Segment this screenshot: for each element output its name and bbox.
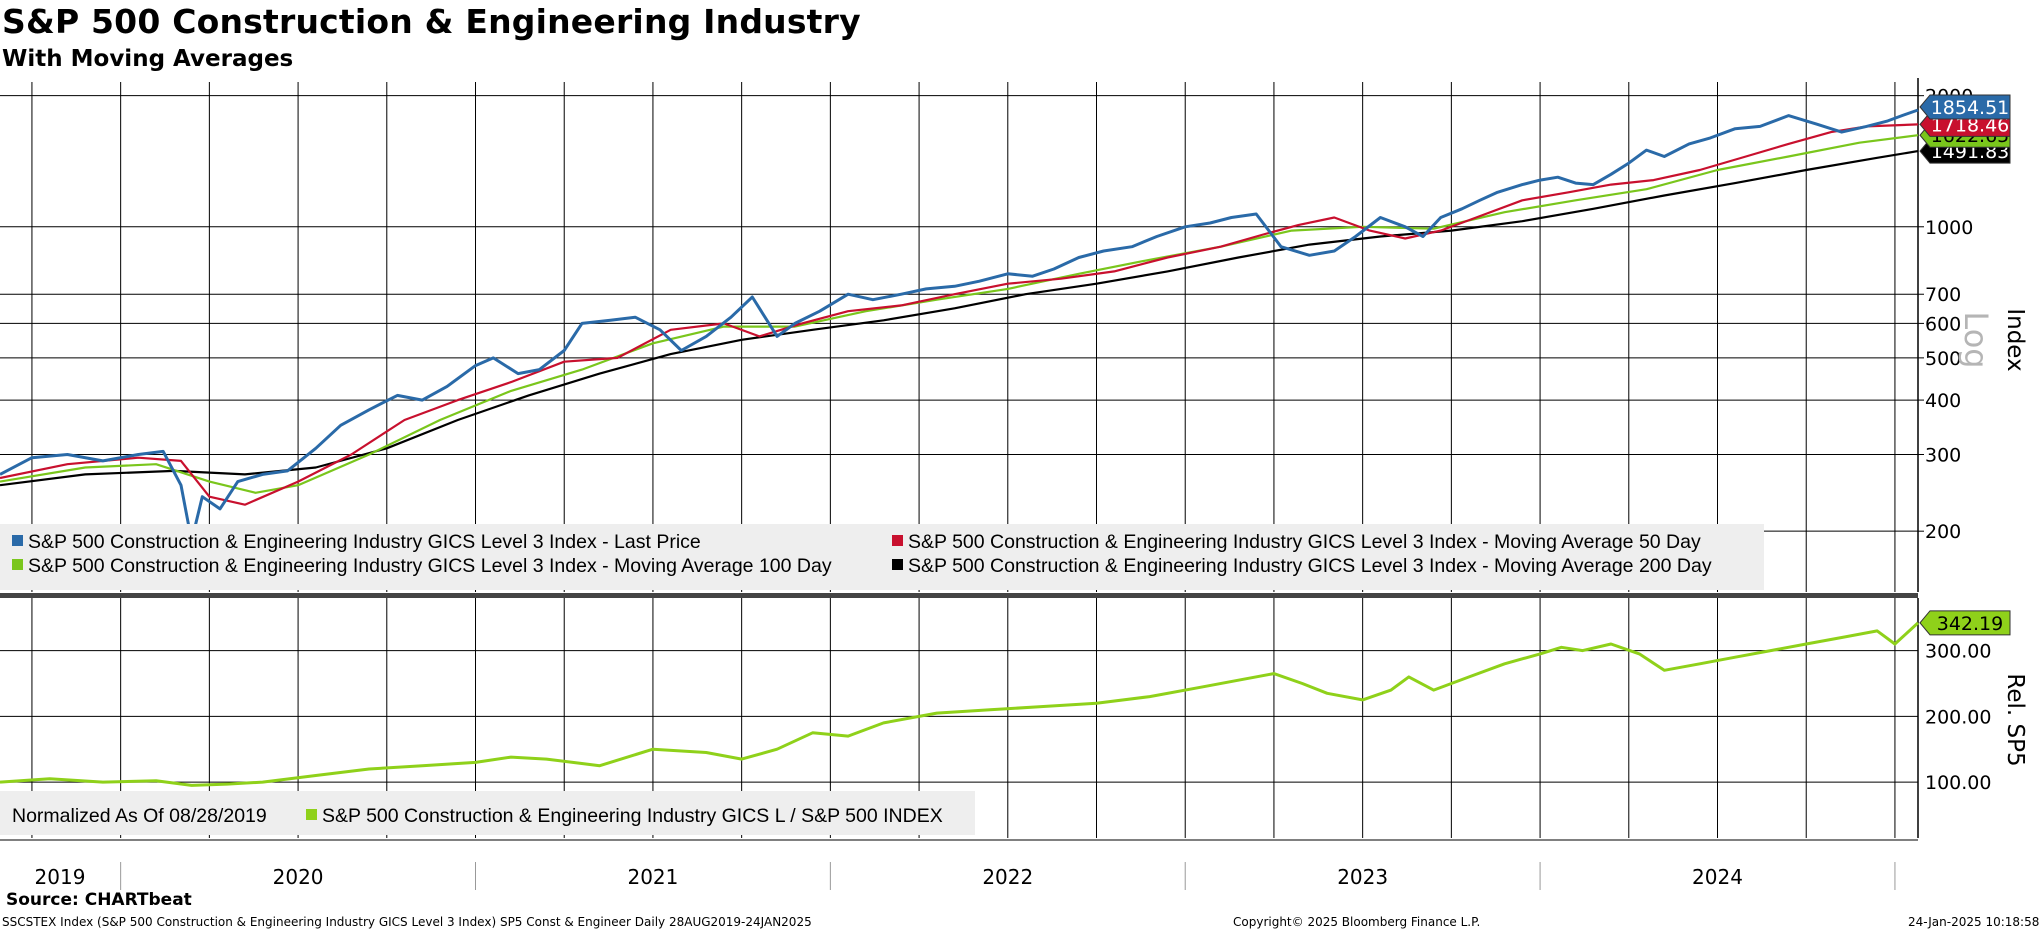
last-tag-relative: 342.19 [1919,610,2011,636]
x-tick-label: 2021 [627,865,678,889]
y-tick-label-lower: 100.00 [1925,772,1991,794]
x-tick-label: 2020 [273,865,324,889]
source-note: Source: CHARTbeat [6,890,192,910]
footer-timestamp: 24-Jan-2025 10:18:58 [1908,915,2040,929]
x-tick-label: 2024 [1692,865,1743,889]
y-tick-label-upper: 500 [1925,348,1961,370]
y-tick-label-upper: 600 [1925,313,1961,335]
legend-upper-bg [0,524,1764,590]
series-ma100 [0,134,1919,494]
footer-copyright: Copyright© 2025 Bloomberg Finance L.P. [1233,915,1481,929]
y-axis-title-lower: Rel. SP5 [2002,673,2028,766]
legend-lower-bg [0,791,975,835]
footer-index-info: SSCSTEX Index (S&P 500 Construction & En… [2,915,812,929]
series-ma200 [0,150,1919,487]
last-tag-last-price-box [1919,94,2011,120]
y-tick-label-upper: 400 [1925,390,1961,412]
legend-label: S&P 500 Construction & Engineering Indus… [908,531,1701,553]
legend-label: S&P 500 Construction & Engineering Indus… [908,555,1712,577]
y-tick-label-lower: 200.00 [1925,706,1991,728]
y-axis-title-upper: Index [2002,308,2028,371]
legend-label: S&P 500 Construction & Engineering Indus… [28,531,701,553]
scale-label-log: Log [1957,311,1995,368]
x-tick-label: 2023 [1337,865,1388,889]
panel-divider [0,593,1918,598]
chart-subtitle: With Moving Averages [2,46,294,72]
x-tick-label: 2019 [35,865,86,889]
y-tick-label-upper: 300 [1925,444,1961,466]
y-tick-label-upper: 1000 [1925,217,1973,239]
y-tick-label-lower: 300.00 [1925,641,1991,663]
legend-swatch [892,559,903,570]
legend-swatch [892,535,903,546]
legend-label: S&P 500 Construction & Engineering Indus… [322,805,943,827]
last-tag-last-price: 1854.51 [1919,94,2011,120]
legend-swatch [12,559,23,570]
last-tag-relative-box [1919,610,2011,636]
legend-swatch [12,535,23,546]
series-relative-sp5 [0,621,1920,787]
legend-label: S&P 500 Construction & Engineering Indus… [28,555,832,577]
y-tick-label-upper: 200 [1925,521,1961,543]
series-last-price [0,108,1919,543]
last-tag-ma50-text: 1718.46 [1931,114,2010,136]
x-tick-label: 2022 [982,865,1033,889]
last-tag-relative-text: 342.19 [1937,613,2003,635]
legend-swatch [306,809,317,820]
y-tick-label-upper: 700 [1925,284,1961,306]
last-tag-last-price-text: 1854.51 [1931,97,2010,119]
chart-title: S&P 500 Construction & Engineering Indus… [2,2,861,41]
series-ma50 [0,123,1919,506]
legend-normalized-note: Normalized As Of 08/28/2019 [12,805,267,827]
